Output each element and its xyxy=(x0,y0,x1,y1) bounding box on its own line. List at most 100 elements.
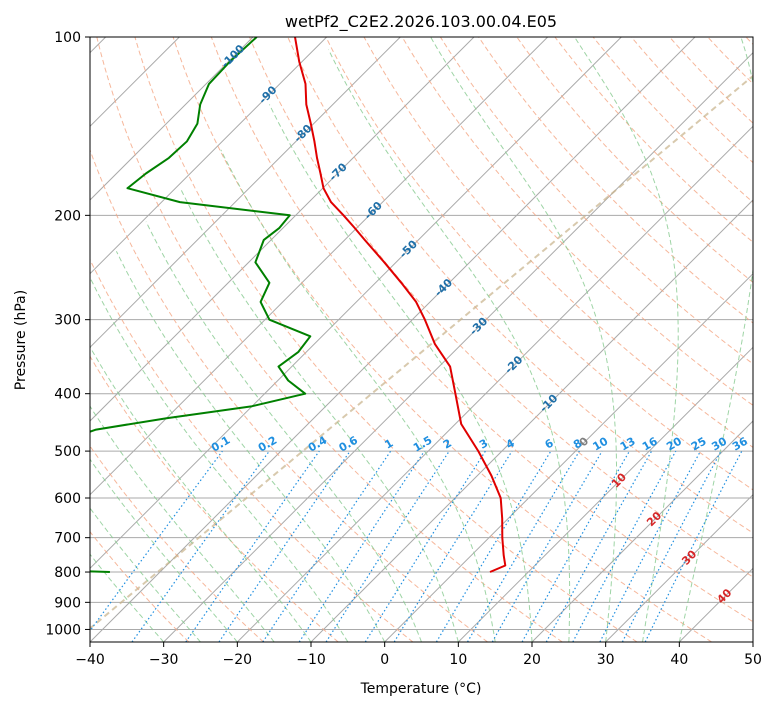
moist-adiabat-line xyxy=(268,104,533,642)
isotherm-lines xyxy=(90,37,753,642)
isotherm-line xyxy=(310,199,753,642)
isotherm-label: 10 xyxy=(609,470,629,490)
moist-adiabat-line xyxy=(574,37,679,642)
mixing-ratio-line xyxy=(364,450,486,642)
mixing-ratio-line xyxy=(218,450,351,642)
dry-adiabat-line xyxy=(554,37,753,243)
isotherm-line xyxy=(90,37,549,496)
isotherm-line xyxy=(531,420,753,642)
dry-adiabat-line xyxy=(134,37,638,642)
x-tick-label: −10 xyxy=(296,652,326,668)
temperature-line xyxy=(294,37,507,573)
moist-adiabat-line xyxy=(678,37,753,642)
isotherm-label: -10 xyxy=(537,392,560,415)
isotherm-line xyxy=(90,37,696,642)
moist-adiabat-line xyxy=(90,345,312,642)
isotherm-line xyxy=(90,37,401,349)
dry-adiabat-line xyxy=(707,37,753,85)
moist-adiabat-line xyxy=(90,405,275,642)
dry-adiabat-line xyxy=(363,37,753,448)
x-tick-label: −30 xyxy=(149,652,179,668)
isotherm-line xyxy=(90,37,475,422)
moist-adiabat-line xyxy=(179,187,459,642)
dewpoint-line xyxy=(90,37,312,573)
mixing-ratio-line xyxy=(185,450,320,642)
x-tick-label: −40 xyxy=(75,652,105,668)
dry-adiabat-line xyxy=(592,37,753,204)
dry-adiabat-line xyxy=(96,37,563,642)
mixing-ratio-line xyxy=(298,450,425,642)
y-axis: 100 200 300 400 500 600 700 800 900 1000 xyxy=(45,30,90,638)
moist-adiabat-line xyxy=(90,277,349,642)
mixing-ratio-line xyxy=(262,450,392,642)
x-tick-label: 30 xyxy=(597,652,615,668)
dry-adiabat-line xyxy=(516,37,753,283)
x-tick-label: 40 xyxy=(670,652,688,668)
isotherm-line xyxy=(605,493,753,642)
mixing-ratio-line xyxy=(435,450,552,642)
dry-adiabat-line xyxy=(90,445,264,642)
mixing-ratio-label: 4 xyxy=(504,436,517,451)
y-tick-label: 300 xyxy=(54,313,81,329)
x-tick-label: 50 xyxy=(744,652,762,668)
isotherm-label: -60 xyxy=(362,199,385,222)
dry-adiabat-line xyxy=(172,37,712,642)
dry-adiabat-line xyxy=(745,37,753,45)
dry-adiabat-line xyxy=(90,74,753,630)
y-tick-label: 800 xyxy=(54,565,81,581)
isotherm-line xyxy=(90,37,622,570)
dry-adiabat-line xyxy=(439,37,753,365)
mixing-ratio-label: 6 xyxy=(543,436,556,451)
y-tick-label: 1000 xyxy=(45,622,81,638)
plot-frame xyxy=(89,36,754,643)
mixing-ratio-line xyxy=(131,450,270,642)
x-axis-label: Temperature (°C) xyxy=(360,681,482,697)
dry-adiabat-line xyxy=(90,530,190,642)
isotherm-line xyxy=(90,37,254,201)
isotherm-line xyxy=(90,37,328,275)
dry-adiabat-line xyxy=(210,37,753,623)
mixing-ratio-line xyxy=(325,450,450,642)
dry-adiabat-line xyxy=(90,148,488,642)
isotherm-line xyxy=(384,272,753,642)
y-tick-label: 600 xyxy=(54,491,81,507)
line-labels: 0.1 0.2 0.4 0.6 1 1.5 2 3 4 6 8 10 13 16 20 25 30 36-100-… xyxy=(209,42,750,606)
isotherm-label: -90 xyxy=(256,83,279,106)
dry-adiabat-line xyxy=(401,37,753,406)
dry-adiabat-line xyxy=(325,37,753,491)
mixing-ratio-line xyxy=(466,450,580,642)
dry-adiabat-line xyxy=(249,37,753,578)
moist-adiabat-line xyxy=(90,507,201,642)
isotherm-label: -70 xyxy=(327,160,350,183)
moist-adiabat-line xyxy=(145,221,422,642)
moist-adiabat-line xyxy=(90,458,238,642)
y-tick-label: 700 xyxy=(54,531,81,547)
mixing-ratio-line xyxy=(521,450,631,642)
y-axis-label: Pressure (hPa) xyxy=(13,290,29,390)
mixing-ratio-line xyxy=(491,450,603,642)
x-axis: −40 −30 −20 −10 0 10 20 30 40 50 xyxy=(75,642,762,668)
y-tick-label: 100 xyxy=(54,30,81,46)
moist-adiabat-line xyxy=(430,37,617,642)
isotherm-line xyxy=(236,125,753,642)
plot-area: 0.1 0.2 0.4 0.6 1 1.5 2 3 4 6 8 10 13 16 20 25 30 36-100-… xyxy=(90,37,753,642)
dry-adiabat-lines xyxy=(90,37,753,642)
y-tick-label: 200 xyxy=(54,208,81,224)
moist-adiabat-line xyxy=(328,49,571,642)
mixing-ratio-lines xyxy=(90,450,743,642)
profile-lines xyxy=(90,37,507,573)
mixing-ratio-line xyxy=(90,450,223,632)
mixing-ratio-line xyxy=(621,450,722,642)
moist-adiabat-line xyxy=(115,251,386,642)
dry-adiabat-line xyxy=(287,37,753,534)
y-tick-label: 500 xyxy=(54,444,81,460)
chart-title: wetPf2_C2E2.2026.103.00.04.E05 xyxy=(285,12,557,32)
dry-adiabat-line xyxy=(90,258,414,642)
isotherm-line xyxy=(163,51,753,642)
isotherm-line xyxy=(752,641,753,642)
x-tick-label: 10 xyxy=(449,652,467,668)
isotherm-line xyxy=(457,346,753,642)
mixing-ratio-label: 1 xyxy=(382,437,395,452)
mixing-ratio-line xyxy=(545,450,653,642)
